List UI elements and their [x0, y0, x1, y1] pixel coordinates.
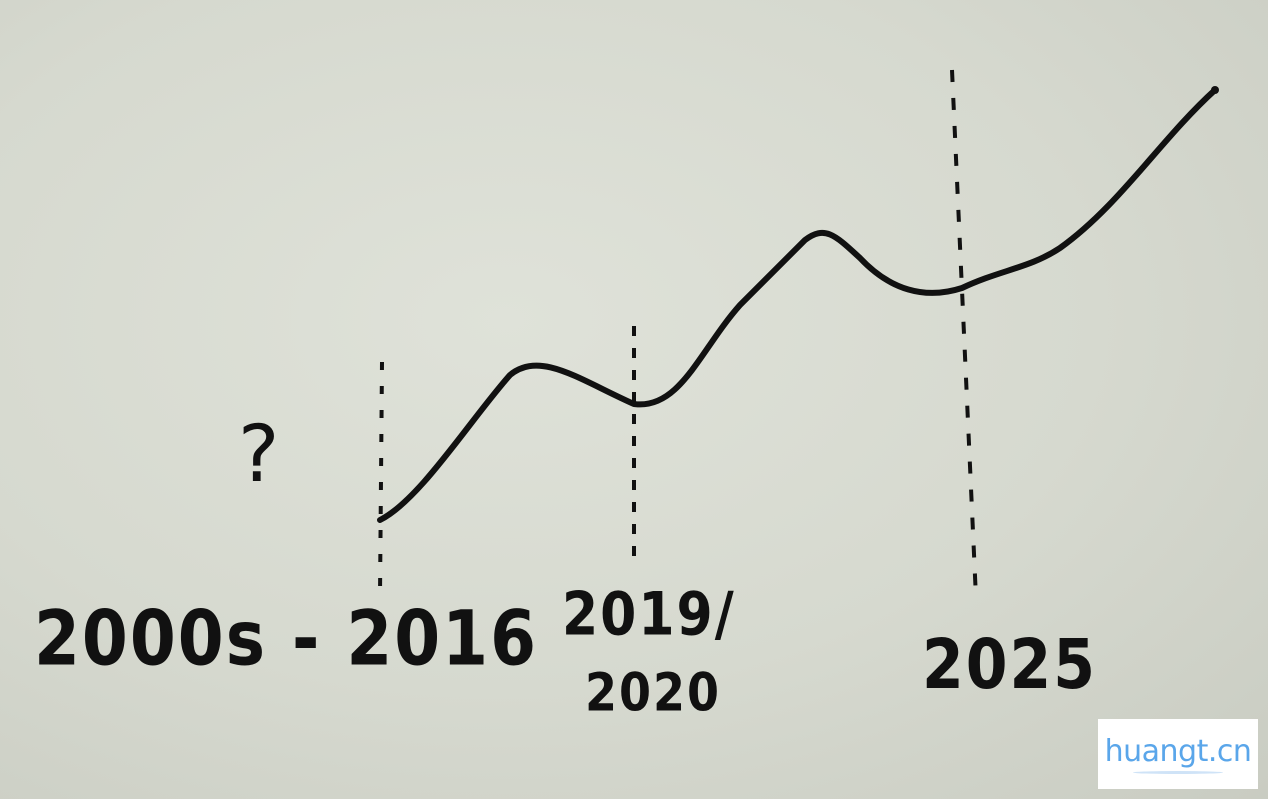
watermark-text: huangt.cn — [1104, 734, 1252, 769]
watermark-swoosh — [1133, 771, 1223, 774]
label-2025: 2025 — [922, 624, 1097, 706]
question-mark: ? — [238, 410, 280, 500]
trend-line — [377, 87, 1218, 523]
label-2019: 2019/ — [562, 580, 736, 650]
trend-end-point — [1211, 86, 1219, 94]
divider-2016 — [378, 361, 384, 596]
label-2020: 2020 — [585, 660, 722, 724]
divider-2025 — [950, 69, 978, 599]
watermark-logo: huangt.cn — [1098, 719, 1258, 789]
label-2000s-2016: 2000s - 2016 — [34, 594, 539, 683]
